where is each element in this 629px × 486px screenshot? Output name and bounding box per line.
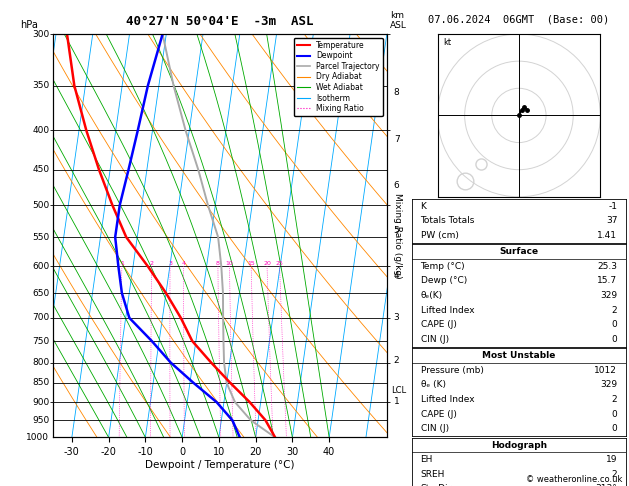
Text: 07.06.2024  06GMT  (Base: 00): 07.06.2024 06GMT (Base: 00) [428, 15, 610, 25]
Text: Pressure (mb): Pressure (mb) [421, 366, 484, 375]
Text: 4: 4 [182, 261, 186, 266]
Text: Surface: Surface [499, 247, 538, 256]
Text: Mixing Ratio (g/kg): Mixing Ratio (g/kg) [393, 193, 402, 278]
Text: 1: 1 [120, 261, 124, 266]
Text: 6: 6 [394, 181, 399, 191]
Text: 313°: 313° [596, 485, 617, 486]
Text: CAPE (J): CAPE (J) [421, 320, 457, 329]
Text: 329: 329 [600, 381, 617, 389]
Text: 300: 300 [32, 30, 49, 38]
Text: Lifted Index: Lifted Index [421, 306, 474, 314]
Text: 25: 25 [276, 261, 284, 266]
Text: 600: 600 [32, 262, 49, 271]
Text: Dewp (°C): Dewp (°C) [421, 277, 467, 285]
Text: 400: 400 [32, 126, 49, 135]
Text: 1: 1 [394, 397, 399, 406]
Text: 19: 19 [606, 455, 617, 464]
Text: EH: EH [421, 455, 433, 464]
Text: km
ASL: km ASL [390, 11, 407, 30]
Text: LCL: LCL [391, 386, 406, 395]
Text: K: K [421, 202, 426, 210]
Text: 2: 2 [150, 261, 153, 266]
Text: 0: 0 [611, 424, 617, 433]
Text: 3: 3 [168, 261, 172, 266]
Text: SREH: SREH [421, 470, 445, 479]
Text: 750: 750 [32, 336, 49, 346]
Text: 3: 3 [394, 313, 399, 322]
Text: PW (cm): PW (cm) [421, 231, 459, 240]
Text: 37: 37 [606, 216, 617, 225]
Text: 4: 4 [394, 271, 399, 279]
Text: 2: 2 [394, 356, 399, 364]
Text: 850: 850 [32, 379, 49, 387]
Text: 0: 0 [611, 320, 617, 329]
Text: θₑ (K): θₑ (K) [421, 381, 445, 389]
Text: 329: 329 [600, 291, 617, 300]
Text: 0: 0 [611, 410, 617, 418]
Text: 1.41: 1.41 [598, 231, 617, 240]
Text: 15.7: 15.7 [597, 277, 617, 285]
Text: 8: 8 [394, 88, 399, 97]
Text: 1012: 1012 [594, 366, 617, 375]
Text: 2: 2 [611, 470, 617, 479]
Text: 800: 800 [32, 358, 49, 367]
Text: 950: 950 [32, 416, 49, 425]
Text: 350: 350 [32, 81, 49, 90]
Text: StmDir: StmDir [421, 485, 452, 486]
Text: Temp (°C): Temp (°C) [421, 262, 465, 271]
Text: 15: 15 [247, 261, 255, 266]
Text: Most Unstable: Most Unstable [482, 351, 555, 360]
Text: 550: 550 [32, 233, 49, 242]
Text: hPa: hPa [20, 20, 38, 30]
Text: CIN (J): CIN (J) [421, 424, 448, 433]
Text: CIN (J): CIN (J) [421, 335, 448, 344]
Text: 40°27'N 50°04'E  -3m  ASL: 40°27'N 50°04'E -3m ASL [126, 15, 314, 28]
Text: CAPE (J): CAPE (J) [421, 410, 457, 418]
Text: 450: 450 [32, 165, 49, 174]
Legend: Temperature, Dewpoint, Parcel Trajectory, Dry Adiabat, Wet Adiabat, Isotherm, Mi: Temperature, Dewpoint, Parcel Trajectory… [294, 38, 383, 116]
Text: 700: 700 [32, 313, 49, 322]
Text: Totals Totals: Totals Totals [421, 216, 475, 225]
Text: 25.3: 25.3 [598, 262, 617, 271]
Text: -1: -1 [608, 202, 617, 210]
Text: 2: 2 [611, 306, 617, 314]
Text: © weatheronline.co.uk: © weatheronline.co.uk [526, 474, 623, 484]
Text: 900: 900 [32, 398, 49, 407]
Text: 5: 5 [394, 226, 399, 235]
Text: 650: 650 [32, 289, 49, 297]
Text: 8: 8 [216, 261, 220, 266]
X-axis label: Dewpoint / Temperature (°C): Dewpoint / Temperature (°C) [145, 460, 295, 470]
Text: Hodograph: Hodograph [491, 441, 547, 450]
Text: 500: 500 [32, 201, 49, 209]
Text: 2: 2 [611, 395, 617, 404]
Text: 20: 20 [263, 261, 271, 266]
Text: 0: 0 [611, 335, 617, 344]
Text: 1000: 1000 [26, 433, 49, 442]
Text: 10: 10 [226, 261, 233, 266]
Text: kt: kt [443, 38, 451, 47]
Text: 7: 7 [394, 135, 399, 144]
Text: Lifted Index: Lifted Index [421, 395, 474, 404]
Text: θₑ(K): θₑ(K) [421, 291, 443, 300]
